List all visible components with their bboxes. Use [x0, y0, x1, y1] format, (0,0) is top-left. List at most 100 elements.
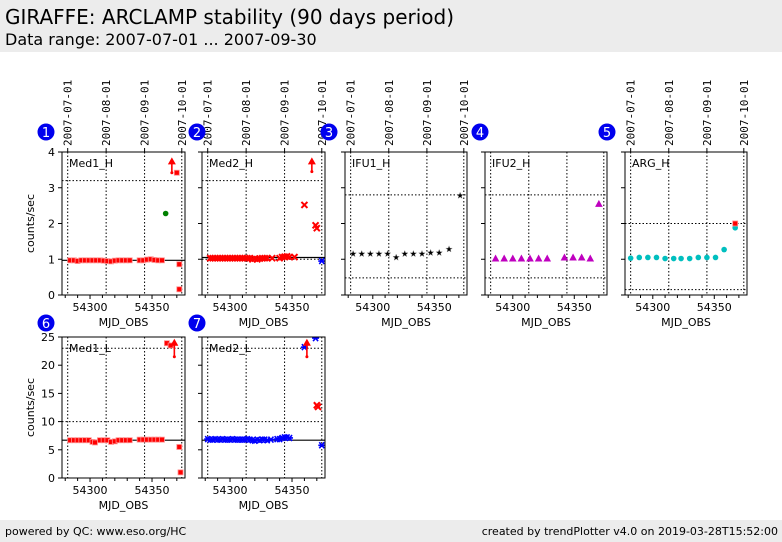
x-axis-label: MJD_OBS — [381, 316, 431, 329]
data-point[interactable] — [126, 437, 133, 444]
data-point[interactable] — [732, 220, 739, 227]
data-point[interactable] — [508, 254, 517, 262]
data-point[interactable] — [176, 286, 183, 293]
data-point[interactable] — [500, 254, 508, 262]
data-point[interactable] — [383, 249, 392, 258]
data-point[interactable] — [435, 248, 443, 257]
panel-number-badge[interactable]: 4 — [471, 123, 489, 142]
data-point[interactable] — [162, 210, 169, 217]
data-point[interactable] — [526, 254, 534, 262]
data-marks — [627, 220, 739, 262]
date-tick-label: 2007-07-01 — [62, 80, 75, 146]
data-point[interactable] — [314, 403, 322, 411]
data-point[interactable] — [678, 255, 684, 262]
data-point[interactable] — [173, 169, 180, 176]
data-point[interactable] — [159, 257, 165, 264]
data-point[interactable] — [318, 257, 325, 265]
data-point[interactable] — [318, 441, 325, 449]
data-point[interactable] — [176, 444, 183, 450]
data-point[interactable] — [418, 249, 426, 258]
data-point[interactable] — [375, 249, 383, 258]
x-axis-label: MJD_OBS — [521, 316, 571, 329]
y-tick-label: 20 — [41, 359, 55, 372]
data-point[interactable] — [177, 469, 184, 476]
data-point[interactable] — [392, 253, 400, 261]
date-tick-label: 2007-09-01 — [279, 80, 292, 146]
data-point[interactable] — [312, 335, 320, 342]
y-tick-label: 1 — [48, 253, 55, 266]
x-tick-label: 54300 — [213, 301, 248, 314]
x-axis-label: MJD_OBS — [239, 316, 289, 329]
data-point[interactable] — [456, 191, 464, 199]
badge-circle — [37, 123, 55, 141]
data-point[interactable] — [586, 254, 595, 262]
off-scale-arrow-head — [170, 338, 179, 346]
data-point[interactable] — [268, 254, 276, 262]
data-point[interactable] — [366, 249, 375, 258]
data-point[interactable] — [426, 248, 435, 257]
panel-number-badge[interactable]: 2 — [188, 123, 206, 142]
data-point[interactable] — [543, 254, 552, 262]
badge-circle — [188, 123, 206, 141]
data-point[interactable] — [159, 436, 165, 443]
data-point[interactable] — [577, 253, 586, 261]
badge-circle — [598, 123, 616, 141]
data-marks — [67, 338, 184, 476]
data-point[interactable] — [712, 254, 719, 261]
data-point[interactable] — [653, 254, 660, 261]
data-point[interactable] — [290, 253, 299, 261]
panel-number-badge[interactable]: 5 — [598, 123, 616, 142]
panel-number-badge[interactable]: 6 — [37, 314, 55, 333]
date-tick-label: 2007-08-01 — [240, 80, 253, 146]
data-point[interactable] — [534, 254, 543, 262]
data-point[interactable] — [409, 249, 418, 258]
data-point[interactable] — [491, 254, 500, 262]
data-point[interactable] — [445, 245, 453, 253]
panel-number-badge[interactable]: 3 — [320, 123, 338, 142]
data-point[interactable] — [126, 257, 133, 264]
data-point[interactable] — [267, 436, 275, 444]
data-point[interactable] — [721, 246, 727, 253]
data-point[interactable] — [349, 249, 357, 258]
data-point[interactable] — [636, 254, 643, 261]
data-point[interactable] — [92, 439, 98, 446]
x-axis-label: MJD_OBS — [99, 316, 149, 329]
data-point[interactable] — [300, 201, 309, 209]
data-point[interactable] — [627, 255, 634, 261]
data-point[interactable] — [243, 254, 252, 262]
badge-number: 7 — [193, 317, 201, 332]
data-point[interactable] — [595, 199, 603, 207]
date-tick-label: 2007-09-01 — [139, 80, 152, 146]
data-marks — [349, 191, 464, 261]
data-point[interactable] — [261, 254, 269, 262]
data-point[interactable] — [176, 261, 183, 268]
data-point[interactable] — [517, 254, 526, 262]
date-tick-label: 2007-09-01 — [701, 80, 714, 146]
data-point[interactable] — [686, 255, 693, 262]
data-point[interactable] — [704, 254, 710, 261]
trend-plot-canvas: 0 1 2 3 4 54300 54350 2007-07-01 2007-08-01 2007-… — [24, 80, 751, 512]
chart-panel-7: 54300 54350 Med2_L MJD_OBS 7 — [188, 314, 326, 512]
y-tick-label: 15 — [41, 387, 55, 400]
y-tick-label: 10 — [41, 416, 55, 429]
page-title: GIRAFFE: ARCLAMP stability (90 days peri… — [5, 5, 455, 29]
data-point[interactable] — [695, 254, 702, 261]
y-axis-label: counts/sec — [24, 378, 37, 437]
x-tick-label: 54350 — [697, 301, 732, 314]
data-point[interactable] — [670, 255, 677, 262]
data-point[interactable] — [569, 253, 577, 261]
data-marks — [67, 157, 183, 293]
x-tick-label: 54300 — [355, 301, 390, 314]
axes-frame — [61, 336, 186, 479]
data-point[interactable] — [645, 254, 651, 261]
date-tick-label: 2007-08-01 — [383, 80, 396, 146]
data-point[interactable] — [662, 255, 668, 262]
data-point[interactable] — [357, 249, 366, 258]
data-point[interactable] — [286, 434, 294, 442]
y-tick-label: 0 — [48, 289, 55, 302]
panel-number-badge[interactable]: 1 — [37, 123, 55, 142]
data-point[interactable] — [400, 249, 409, 258]
data-point[interactable] — [313, 224, 321, 232]
panel-number-badge[interactable]: 7 — [188, 314, 206, 333]
data-point[interactable] — [560, 253, 569, 261]
